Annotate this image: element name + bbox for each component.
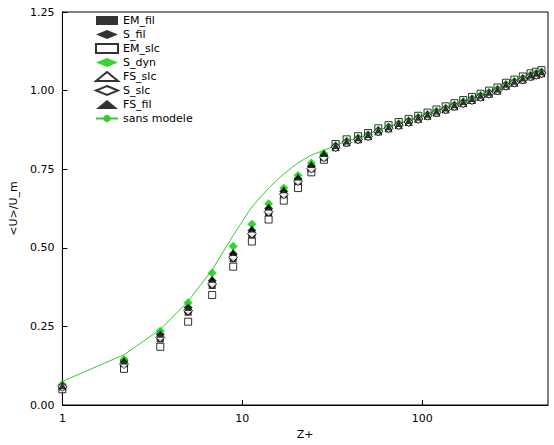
svg-text:10: 10 — [235, 412, 249, 425]
svg-text:S_slc: S_slc — [123, 84, 150, 97]
svg-text:Z+: Z+ — [297, 428, 314, 441]
svg-text:EM_fil: EM_fil — [123, 14, 155, 27]
svg-text:1: 1 — [59, 412, 66, 425]
svg-text:100: 100 — [412, 412, 433, 425]
svg-text:0.00: 0.00 — [30, 399, 55, 412]
svg-text:S_dyn: S_dyn — [123, 56, 156, 69]
svg-text:S_fil: S_fil — [123, 28, 145, 41]
svg-text:0.25: 0.25 — [30, 320, 55, 333]
svg-text:<U>/U_m: <U>/U_m — [7, 181, 20, 235]
svg-text:FS_fil: FS_fil — [123, 98, 152, 111]
svg-text:1.25: 1.25 — [30, 6, 55, 19]
svg-text:0.75: 0.75 — [30, 163, 55, 176]
svg-text:sans modele: sans modele — [123, 112, 193, 125]
svg-text:1.00: 1.00 — [30, 84, 55, 97]
svg-text:FS_slc: FS_slc — [123, 70, 156, 83]
svg-text:EM_slc: EM_slc — [123, 42, 160, 55]
svg-text:0.50: 0.50 — [30, 241, 55, 254]
